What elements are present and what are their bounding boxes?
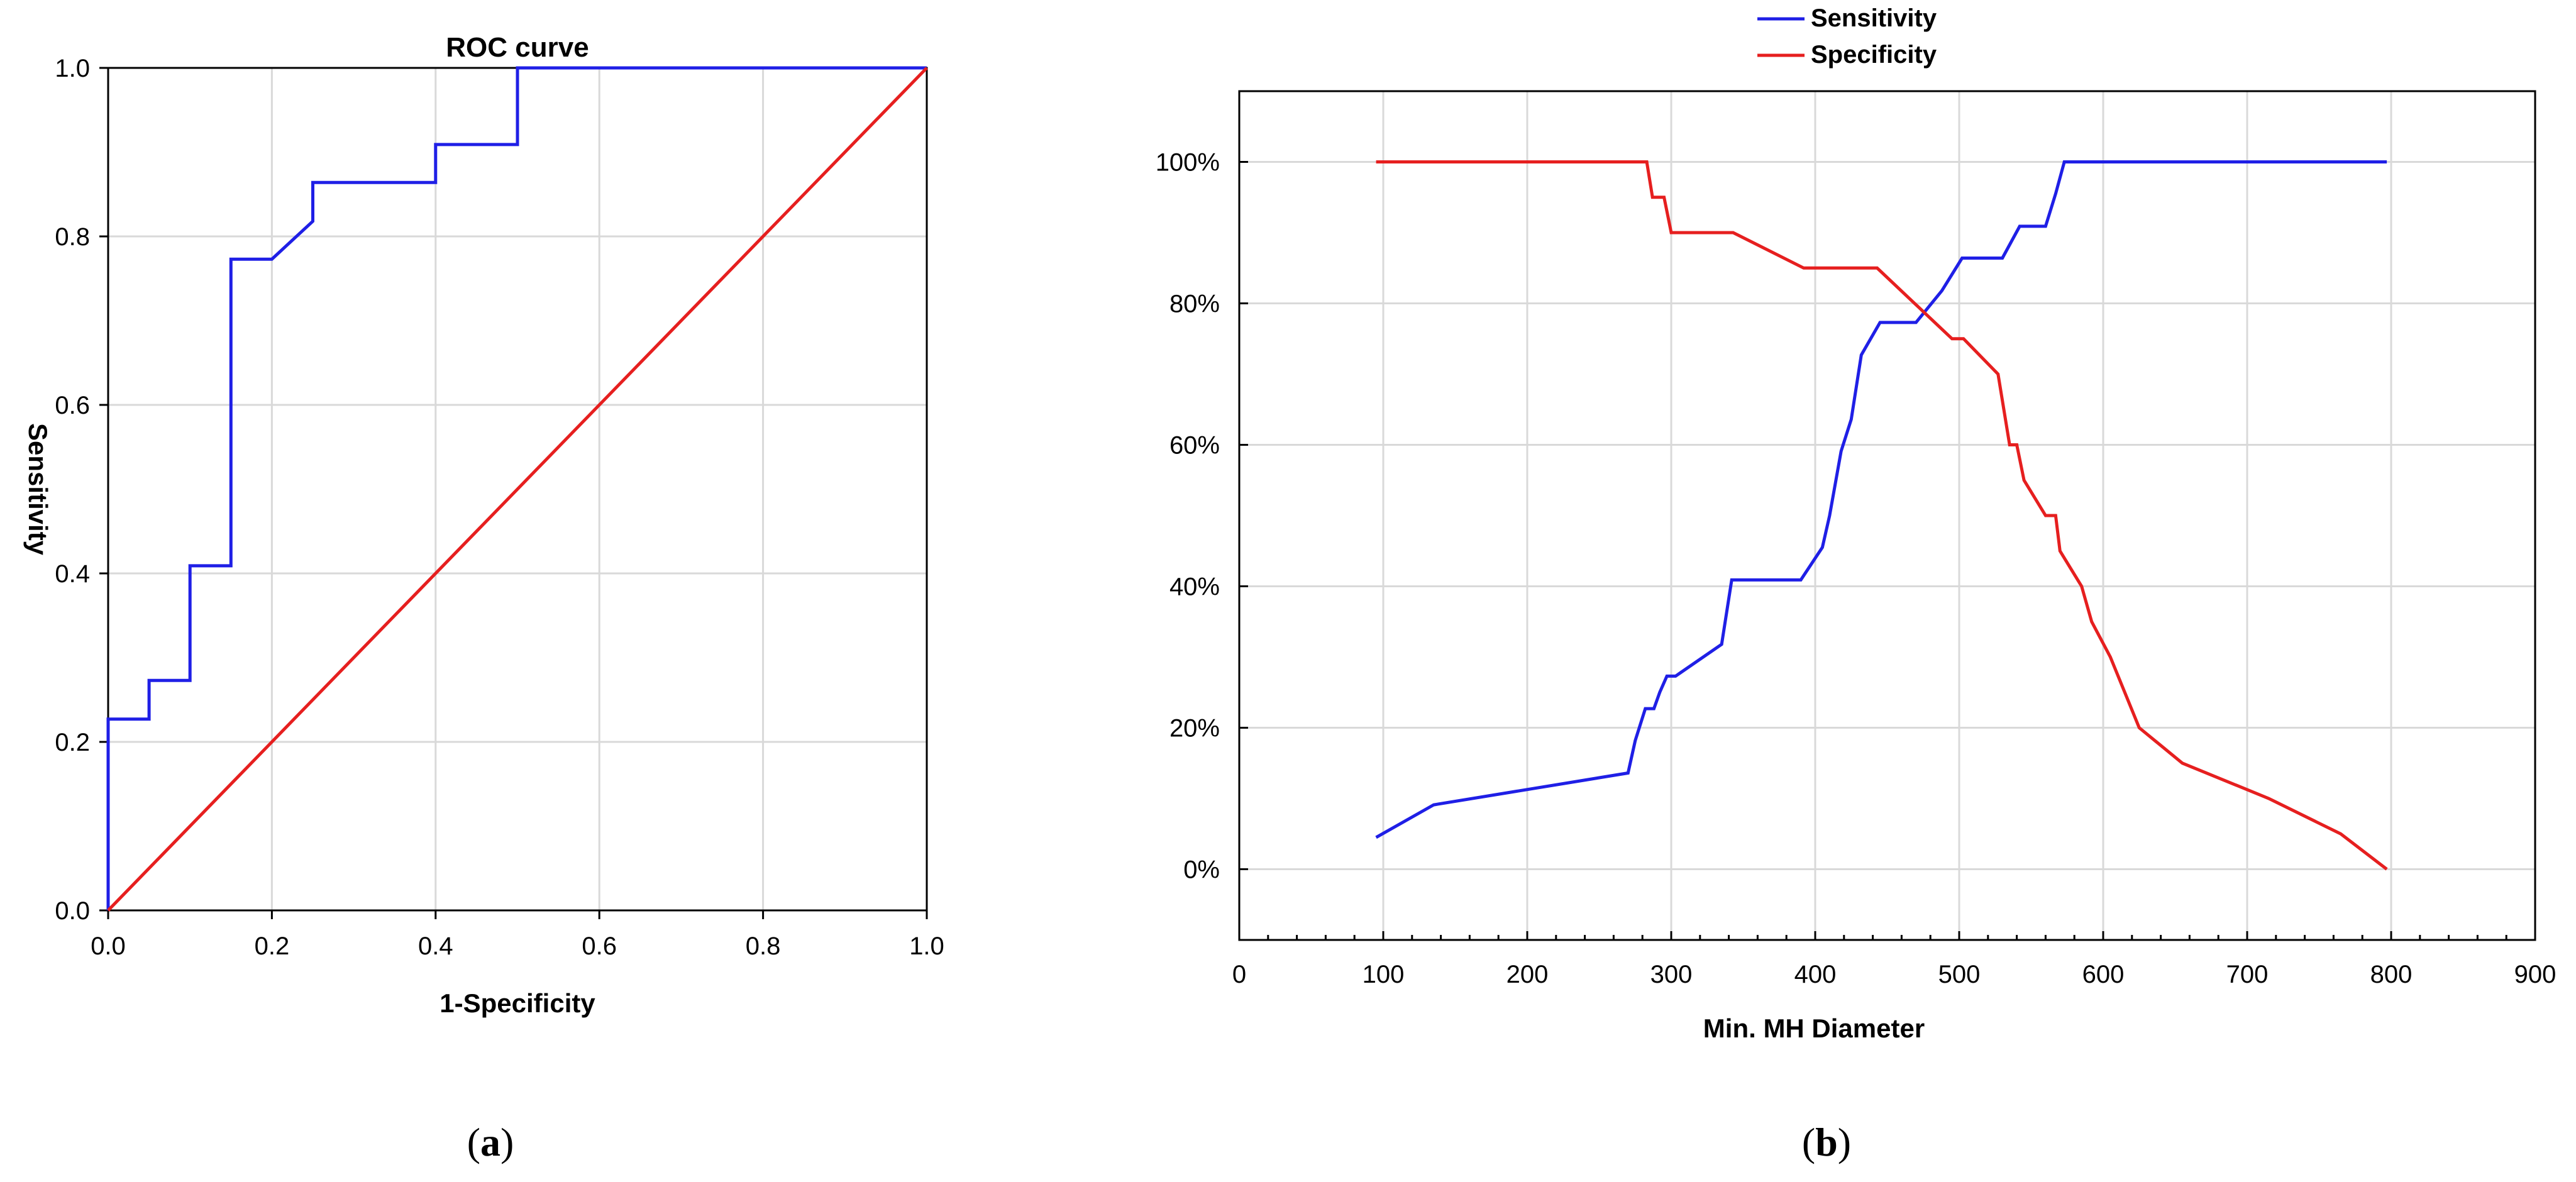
- panel-b-letter: b: [1815, 1120, 1838, 1164]
- roc-x-tick-label: 0.8: [746, 932, 781, 960]
- legend-sensitivity-label: Sensitivity: [1811, 4, 1937, 32]
- sens-spec-y-tick-label: 100%: [1156, 149, 1220, 177]
- sens-spec-x-tick-label: 500: [1938, 961, 1981, 988]
- roc-x-tick-label: 0.6: [582, 932, 617, 960]
- roc-chart-title: ROC curve: [446, 32, 589, 63]
- sens-spec-x-tick-label: 200: [1506, 961, 1549, 988]
- sens-spec-sensitivity-line: [1375, 160, 2387, 839]
- panel-b-open: (: [1802, 1120, 1815, 1164]
- roc-y-tick-label: 0.6: [55, 392, 90, 419]
- roc-y-axis-title: Sensitivity: [23, 423, 53, 556]
- roc-x-axis-title: 1-Specificity: [439, 988, 595, 1018]
- sens-spec-y-tick-label: 80%: [1169, 290, 1220, 318]
- sens-spec-series: [1375, 160, 2388, 871]
- sens-spec-y-tick-label: 0%: [1183, 856, 1220, 884]
- roc-axis-ticks: 0.0 0.2 0.4 0.6 0.8 1.0 0.0 0.2 0.4 0.6 0.8 1.0: [55, 55, 944, 960]
- roc-series-1-line: [107, 67, 928, 912]
- sens-spec-chart: 0 100 200 300 400 500 600 700 800 900 0% 20% 40% 60% 8…: [1156, 4, 2557, 1043]
- sens-spec-x-tick-label: 300: [1650, 961, 1693, 988]
- sens-spec-y-tick-label: 60%: [1169, 432, 1220, 460]
- sens-spec-x-tick-label: 700: [2226, 961, 2269, 988]
- legend-specificity-label: Specificity: [1811, 41, 1937, 69]
- roc-y-tick-label: 0.0: [55, 897, 90, 925]
- panel-a-letter: a: [480, 1120, 500, 1164]
- roc-y-tick-label: 0.4: [55, 560, 90, 588]
- sens-spec-y-tick-label: 20%: [1169, 715, 1220, 743]
- panel-label-a: (a): [467, 1120, 514, 1164]
- sens-spec-legend: Sensitivity Specificity: [1757, 4, 1937, 69]
- sens-spec-x-tick-label: 600: [2082, 961, 2125, 988]
- roc-y-tick-label: 1.0: [55, 55, 90, 82]
- roc-x-tick-label: 0.4: [418, 932, 453, 960]
- sens-spec-x-tick-label: 900: [2514, 961, 2557, 988]
- roc-series-0-line: [106, 66, 927, 910]
- sens-spec-axis-ticks: 0 100 200 300 400 500 600 700 800 900 0% 20% 40% 60% 8…: [1156, 149, 2557, 989]
- panel-label-b: (b): [1802, 1120, 1851, 1164]
- roc-x-tick-label: 1.0: [909, 932, 944, 960]
- roc-y-tick-label: 0.8: [55, 223, 90, 251]
- roc-chart: 0.0 0.2 0.4 0.6 0.8 1.0 0.0 0.2 0.4 0.6 0.8 1.0 ROC…: [23, 32, 944, 1018]
- sens-spec-plot-frame: [1238, 90, 2536, 941]
- roc-x-tick-label: 0.0: [91, 932, 126, 960]
- panel-a-open: (: [467, 1120, 480, 1164]
- sens-spec-specificity-line: [1376, 160, 2388, 871]
- sens-spec-y-tick-label: 40%: [1169, 573, 1220, 601]
- sens-spec-x-tick-label: 0: [1232, 961, 1246, 988]
- roc-y-tick-label: 0.2: [55, 729, 90, 756]
- sens-spec-x-axis-title: Min. MH Diameter: [1703, 1014, 1925, 1043]
- roc-series: [106, 66, 928, 912]
- sens-spec-x-tick-label: 800: [2370, 961, 2413, 988]
- panel-b-close: ): [1838, 1120, 1851, 1164]
- panel-a-close: ): [500, 1120, 514, 1164]
- sens-spec-x-tick-label: 100: [1363, 961, 1405, 988]
- roc-x-tick-label: 0.2: [255, 932, 290, 960]
- sens-spec-x-tick-label: 400: [1794, 961, 1837, 988]
